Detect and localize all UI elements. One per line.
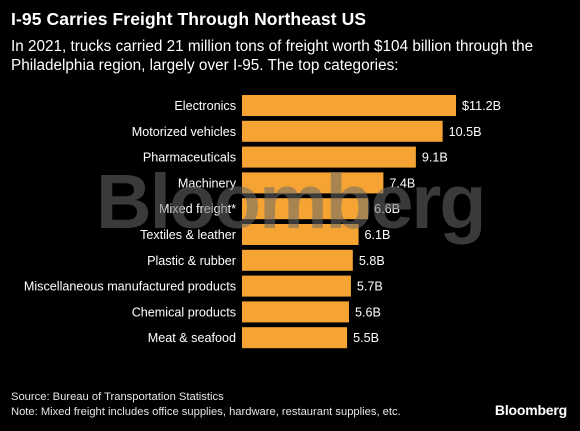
value-label: 5.6B — [355, 305, 381, 319]
value-label: 6.1B — [365, 228, 391, 242]
bar-0 — [242, 95, 456, 116]
category-label: Textiles & leather — [140, 228, 236, 242]
value-label: 7.4B — [389, 176, 415, 190]
value-label: 6.6B — [374, 202, 400, 216]
bar-8 — [242, 301, 349, 323]
bar-5 — [242, 224, 359, 245]
category-label: Mixed freight* — [159, 202, 236, 216]
bar-6 — [242, 249, 353, 271]
value-label: 5.5B — [353, 331, 379, 345]
category-label: Machinery — [178, 176, 237, 190]
value-label: 5.8B — [359, 254, 385, 268]
bloomberg-logo: Bloomberg — [494, 402, 567, 418]
value-label: $11.2B — [462, 99, 501, 113]
category-label: Plastic & rubber — [147, 254, 236, 268]
value-label: 5.7B — [357, 280, 383, 294]
bar-7 — [242, 275, 351, 297]
category-label: Electronics — [174, 99, 236, 113]
chart-subtitle: In 2021, trucks carried 21 million tons … — [11, 38, 534, 74]
category-label: Pharmaceuticals — [143, 151, 236, 165]
category-label: Miscellaneous manufactured products — [24, 280, 236, 294]
value-label: 9.1B — [422, 151, 448, 165]
bar-2 — [242, 146, 416, 168]
category-label: Meat & seafood — [148, 331, 236, 345]
bar-9 — [242, 327, 348, 349]
bar-4 — [242, 198, 369, 220]
category-label: Motorized vehicles — [132, 125, 236, 139]
chart-title: I-95 Carries Freight Through Northeast U… — [11, 9, 367, 29]
value-label: 10.5B — [449, 125, 482, 139]
footnote: Note: Mixed freight includes office supp… — [11, 406, 401, 418]
source-note: Source: Bureau of Transportation Statist… — [11, 391, 224, 403]
bar-3 — [242, 172, 384, 194]
bar-1 — [242, 120, 443, 142]
category-label: Chemical products — [132, 305, 236, 319]
